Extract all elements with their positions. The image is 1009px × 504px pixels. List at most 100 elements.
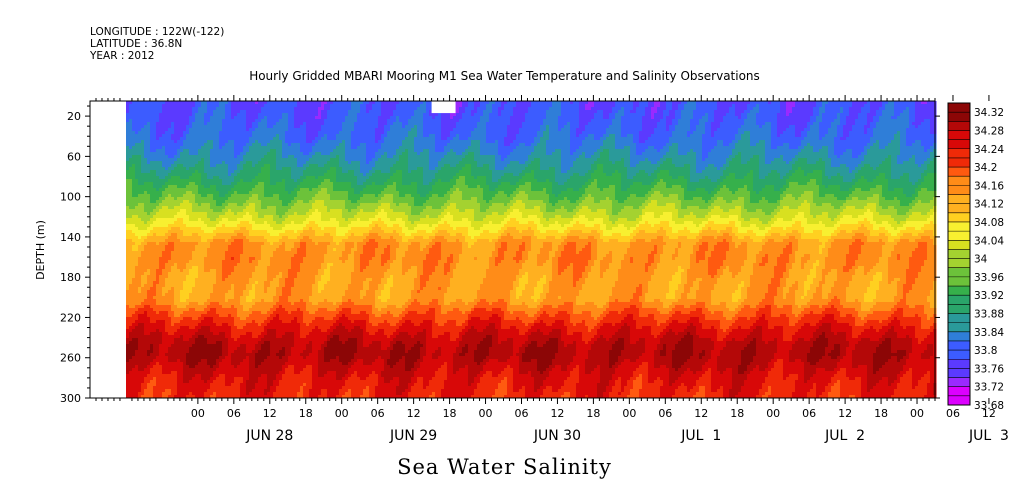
salinity-cell: [273, 224, 277, 228]
salinity-cell: [198, 341, 202, 345]
salinity-cell: [132, 245, 136, 249]
salinity-cell: [267, 359, 271, 363]
salinity-cell: [162, 371, 166, 375]
salinity-cell: [162, 209, 166, 213]
salinity-cell: [264, 290, 268, 294]
salinity-cell: [261, 134, 265, 138]
salinity-cell: [264, 323, 268, 327]
salinity-cell: [276, 209, 280, 213]
salinity-cell: [150, 284, 154, 288]
salinity-cell: [234, 173, 238, 177]
salinity-cell: [177, 248, 181, 252]
salinity-cell: [267, 284, 271, 288]
salinity-cell: [210, 332, 214, 336]
salinity-field: [126, 101, 937, 399]
salinity-cell: [264, 248, 268, 252]
salinity-cell: [213, 266, 217, 270]
salinity-cell: [273, 182, 277, 186]
salinity-cell: [165, 116, 169, 120]
salinity-cell: [264, 185, 268, 189]
salinity-cell: [147, 311, 151, 315]
salinity-cell: [207, 305, 211, 309]
salinity-cell: [177, 266, 181, 270]
salinity-cell: [129, 203, 133, 207]
salinity-cell: [246, 206, 250, 210]
salinity-cell: [147, 329, 151, 333]
salinity-cell: [213, 236, 217, 240]
salinity-cell: [174, 194, 178, 198]
salinity-cell: [219, 278, 223, 282]
salinity-cell: [255, 311, 259, 315]
salinity-cell: [126, 209, 130, 213]
salinity-cell: [252, 269, 256, 273]
salinity-cell: [141, 224, 145, 228]
salinity-cell: [207, 275, 211, 279]
salinity-cell: [162, 338, 166, 342]
salinity-cell: [156, 182, 160, 186]
salinity-cell: [255, 182, 259, 186]
salinity-cell: [210, 386, 214, 390]
salinity-cell: [267, 380, 271, 384]
salinity-cell: [195, 335, 199, 339]
salinity-cell: [273, 338, 277, 342]
salinity-cell: [219, 155, 223, 159]
salinity-cell: [243, 374, 247, 378]
salinity-cell: [237, 137, 241, 141]
salinity-cell: [153, 158, 157, 162]
salinity-cell: [237, 131, 241, 135]
salinity-cell: [174, 284, 178, 288]
salinity-cell: [270, 332, 274, 336]
salinity-cell: [144, 299, 148, 303]
salinity-cell: [198, 179, 202, 183]
salinity-cell: [165, 272, 169, 276]
salinity-cell: [171, 329, 175, 333]
salinity-cell: [147, 389, 151, 393]
salinity-cell: [210, 191, 214, 195]
salinity-cell: [255, 185, 259, 189]
salinity-cell: [228, 314, 232, 318]
salinity-cell: [264, 194, 268, 198]
salinity-cell: [150, 317, 154, 321]
salinity-cell: [267, 368, 271, 372]
salinity-cell: [246, 179, 250, 183]
salinity-cell: [234, 203, 238, 207]
salinity-cell: [186, 317, 190, 321]
salinity-cell: [228, 188, 232, 192]
salinity-cell: [162, 188, 166, 192]
salinity-cell: [192, 137, 196, 141]
salinity-cell: [204, 197, 208, 201]
salinity-cell: [246, 335, 250, 339]
salinity-cell: [144, 260, 148, 264]
salinity-cell: [183, 104, 187, 108]
salinity-cell: [159, 122, 163, 126]
salinity-cell: [129, 110, 133, 114]
salinity-cell: [180, 281, 184, 285]
salinity-cell: [153, 269, 157, 273]
salinity-cell: [210, 236, 214, 240]
salinity-cell: [177, 362, 181, 366]
salinity-cell: [183, 128, 187, 132]
salinity-cell: [234, 116, 238, 120]
salinity-cell: [159, 200, 163, 204]
salinity-cell: [174, 137, 178, 141]
salinity-cell: [249, 287, 253, 291]
salinity-cell: [153, 188, 157, 192]
salinity-cell: [249, 359, 253, 363]
salinity-cell: [204, 329, 208, 333]
salinity-cell: [177, 374, 181, 378]
salinity-cell: [168, 116, 172, 120]
salinity-cell: [258, 116, 262, 120]
salinity-cell: [132, 158, 136, 162]
salinity-cell: [192, 245, 196, 249]
salinity-cell: [237, 299, 241, 303]
salinity-cell: [252, 287, 256, 291]
salinity-cell: [240, 263, 244, 267]
salinity-cell: [156, 371, 160, 375]
salinity-cell: [171, 308, 175, 312]
salinity-cell: [225, 104, 229, 108]
salinity-cell: [204, 248, 208, 252]
salinity-cell: [228, 263, 232, 267]
salinity-cell: [210, 305, 214, 309]
salinity-cell: [240, 344, 244, 348]
salinity-cell: [225, 107, 229, 111]
